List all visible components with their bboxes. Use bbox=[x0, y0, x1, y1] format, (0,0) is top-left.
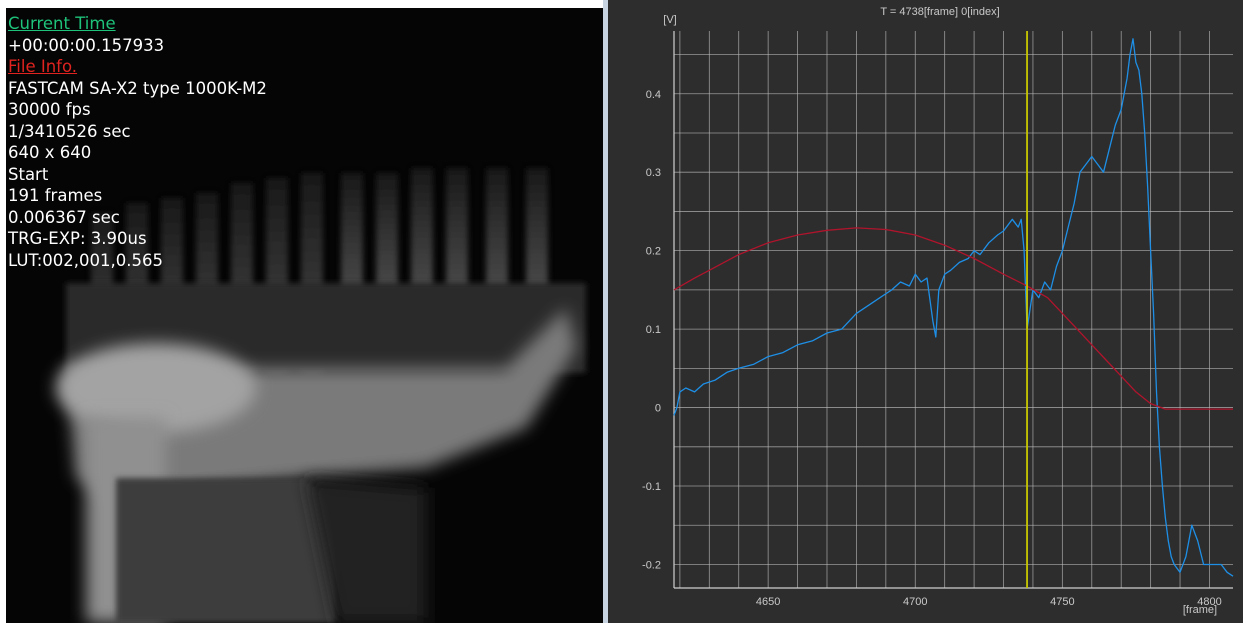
series-lines bbox=[673, 38, 1234, 577]
blue-signal-line bbox=[673, 38, 1234, 577]
shutter-speed: 1/3410526 sec bbox=[8, 121, 131, 141]
y-tick-label: 0.3 bbox=[646, 167, 661, 179]
x-axis-unit-label: [frame] bbox=[1183, 604, 1217, 616]
red-signal-line bbox=[673, 227, 1233, 410]
y-tick-label: 0.1 bbox=[646, 324, 661, 336]
duration: 0.006367 sec bbox=[8, 207, 120, 227]
frame-rate: 30000 fps bbox=[8, 100, 91, 119]
axes bbox=[673, 31, 1233, 589]
panel-splitter[interactable] bbox=[603, 0, 608, 623]
video-info-overlay: Current Time +00:00:00.157933 File Info.… bbox=[8, 13, 267, 271]
video-frame-image bbox=[6, 8, 603, 623]
x-tick-label: 4800 bbox=[1197, 596, 1221, 608]
x-tick-label: 4700 bbox=[903, 596, 927, 608]
grid-lines bbox=[674, 31, 1233, 588]
y-axis-unit-label: [V] bbox=[663, 14, 676, 26]
y-tick-label: -0.2 bbox=[642, 559, 661, 571]
waveform-chart[interactable]: T = 4738[frame] 0[index] [V] [frame] -0.… bbox=[608, 0, 1243, 623]
trigger-mode: Start bbox=[8, 164, 49, 184]
x-tick-label: 4650 bbox=[756, 596, 780, 608]
tick-labels: -0.2 -0.1 0 0.1 0.2 0.3 0.4 4650 4700 4750 4800 bbox=[642, 89, 1222, 608]
y-tick-label: 0.2 bbox=[646, 246, 661, 258]
resolution: 640 x 640 bbox=[8, 143, 92, 162]
current-time-label: Current Time bbox=[8, 14, 116, 33]
camera-model: FASTCAM SA-X2 type 1000K-M2 bbox=[8, 78, 267, 98]
trg-exp: TRG-EXP: 3.90us bbox=[8, 229, 147, 248]
video-panel: Current Time +00:00:00.157933 File Info.… bbox=[6, 8, 603, 623]
y-tick-label: -0.1 bbox=[642, 481, 661, 493]
x-tick-label: 4750 bbox=[1050, 596, 1074, 608]
y-tick-label: 0 bbox=[655, 403, 661, 415]
y-tick-label: 0.4 bbox=[646, 89, 661, 101]
waveform-panel[interactable]: T = 4738[frame] 0[index] [V] [frame] -0.… bbox=[608, 0, 1243, 623]
current-time-value: +00:00:00.157933 bbox=[8, 35, 165, 55]
lut: LUT:002,001,0.565 bbox=[8, 250, 163, 270]
file-info-label: File Info. bbox=[8, 57, 78, 76]
frame-count: 191 frames bbox=[8, 186, 103, 205]
chart-title: T = 4738[frame] 0[index] bbox=[880, 6, 999, 18]
